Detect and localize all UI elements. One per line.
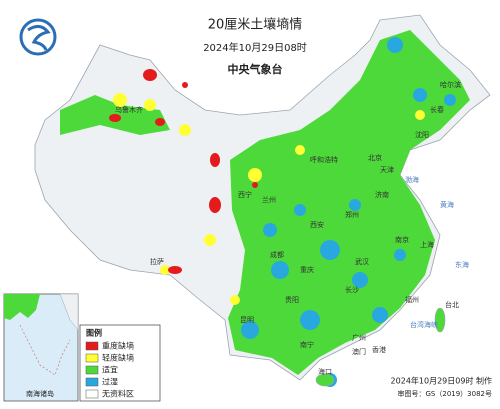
city-label: 沈阳 (415, 130, 429, 139)
city-label: 南京 (395, 235, 409, 244)
sea-label: 黄海 (440, 200, 454, 209)
legend-title: 图例 (86, 328, 102, 338)
city-label: 西宁 (238, 190, 252, 199)
legend-label: 过湿 (102, 377, 118, 387)
sea-label: 东海 (455, 260, 469, 269)
city-label: 乌鲁木齐 (115, 105, 143, 114)
city-label: 长沙 (345, 285, 359, 294)
legend-swatch (85, 365, 99, 375)
made-time: 2024年10月29日09时 制作 (391, 376, 492, 386)
taiwan (434, 307, 446, 333)
issuer: 中央气象台 (228, 62, 283, 76)
map-title: 20厘米土壤墒情 (208, 17, 303, 33)
legend-swatch (85, 353, 99, 363)
legend-label: 轻度缺墒 (102, 353, 134, 363)
city-label: 重庆 (300, 265, 314, 274)
city-label: 澳门 (352, 347, 366, 356)
sea-label: 渤海 (405, 175, 419, 184)
legend-label: 适宜 (102, 365, 118, 375)
city-label: 天津 (380, 166, 394, 174)
city-label: 长春 (430, 105, 444, 114)
city-label: 香港 (372, 345, 386, 354)
hainan (315, 373, 335, 387)
city-label: 成都 (270, 250, 284, 259)
city-label: 呼和浩特 (310, 155, 338, 164)
city-label: 西安 (310, 220, 324, 229)
legend-swatch (85, 341, 99, 351)
city-label: 南宁 (300, 340, 314, 349)
city-label: 郑州 (345, 211, 359, 219)
city-label: 武汉 (355, 257, 369, 266)
map-time: 2024年10月29日08时 (203, 41, 307, 54)
city-label: 上海 (420, 240, 434, 249)
sea-label: 台湾海峡 (410, 320, 438, 329)
city-label: 拉萨 (150, 257, 164, 266)
legend-label: 重度缺墒 (102, 341, 134, 351)
city-label: 哈尔滨 (440, 80, 461, 89)
city-label: 北京 (368, 153, 382, 162)
approval-number: 审图号：GS（2019）3082号 (398, 389, 493, 398)
city-labels: 北京 天津 上海 南京 武汉 长沙 广州 香港 澳门 台北 福州 重庆 成都 西… (115, 80, 469, 376)
city-label: 济南 (375, 190, 389, 199)
legend-label: 无资料区 (102, 389, 134, 399)
moisture-zones (60, 30, 470, 387)
city-label: 广州 (352, 333, 366, 342)
inset-label: 南海诸岛 (26, 389, 54, 398)
legend-swatch (85, 389, 99, 399)
city-label: 兰州 (262, 195, 276, 204)
south-sea-inset: 南海诸岛 (3, 293, 79, 402)
logo (19, 18, 57, 56)
city-label: 贵阳 (285, 295, 299, 304)
city-label: 福州 (405, 295, 419, 304)
city-label: 昆明 (240, 316, 254, 324)
legend-swatch (85, 377, 99, 387)
city-label: 台北 (445, 300, 459, 309)
city-label: 海口 (318, 367, 332, 376)
